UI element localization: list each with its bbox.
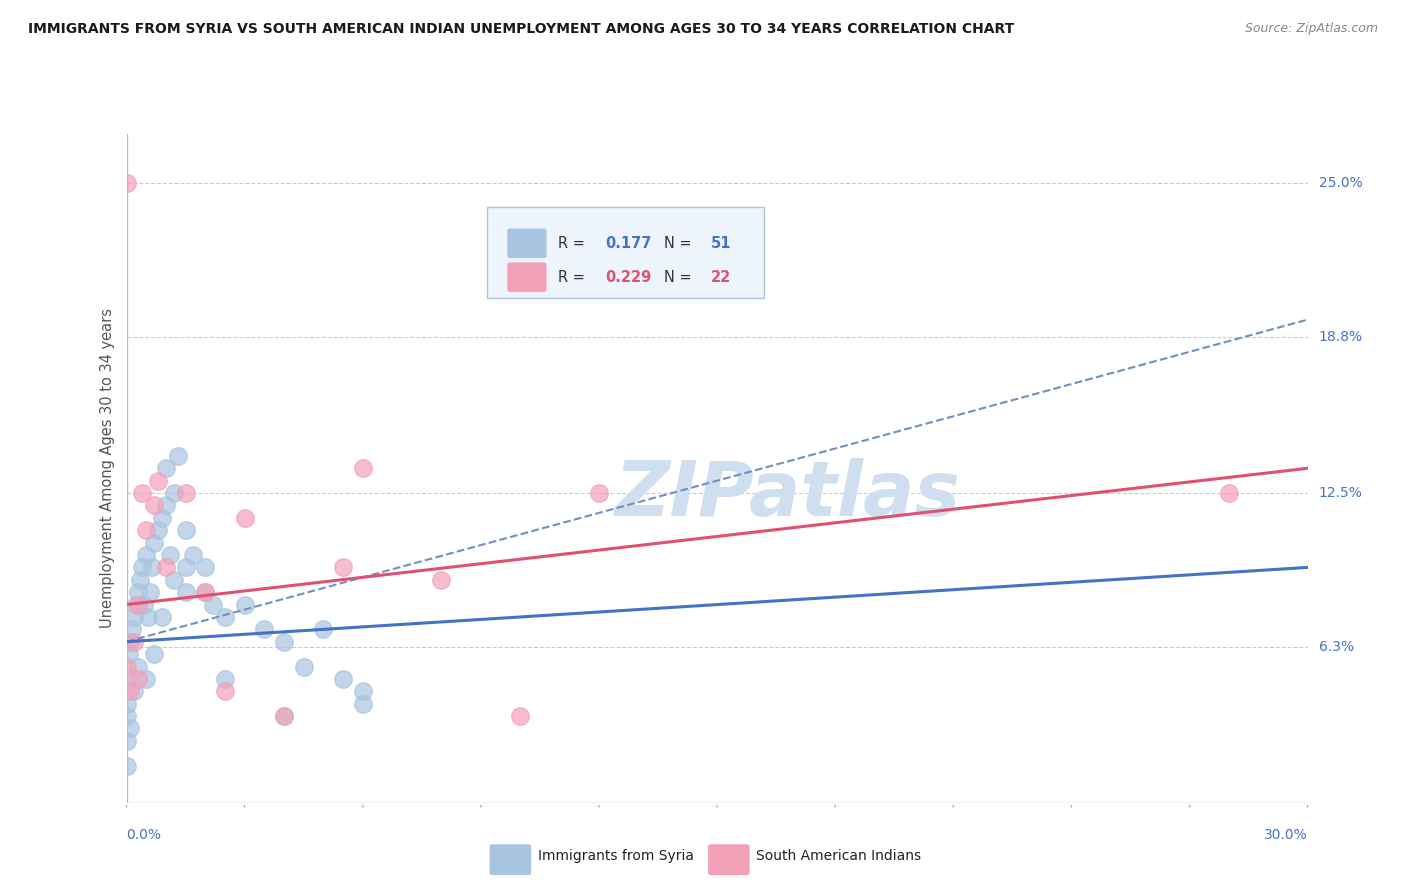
Point — [120, 684, 142, 698]
Point — [115, 672, 138, 686]
Text: 22: 22 — [711, 269, 731, 285]
Point — [115, 734, 138, 748]
Point — [117, 647, 139, 661]
Point — [134, 598, 156, 612]
Point — [1218, 486, 1240, 500]
FancyBboxPatch shape — [709, 845, 749, 874]
Point — [174, 486, 197, 500]
Point — [131, 486, 153, 500]
Point — [150, 511, 173, 525]
Point — [273, 709, 295, 723]
Point — [166, 449, 188, 463]
Text: Source: ZipAtlas.com: Source: ZipAtlas.com — [1244, 22, 1378, 36]
Text: 51: 51 — [711, 235, 731, 251]
Point — [194, 585, 217, 599]
Text: 25.0%: 25.0% — [1319, 177, 1362, 190]
Point — [115, 697, 138, 711]
FancyBboxPatch shape — [508, 263, 546, 291]
Point — [214, 672, 236, 686]
Point — [146, 523, 169, 537]
Point — [143, 535, 166, 549]
Point — [430, 573, 453, 587]
Point — [174, 523, 197, 537]
Text: R =: R = — [558, 235, 589, 251]
Text: 30.0%: 30.0% — [1264, 828, 1308, 842]
FancyBboxPatch shape — [508, 229, 546, 258]
Text: R =: R = — [558, 269, 589, 285]
Point — [115, 758, 138, 772]
Point — [214, 684, 236, 698]
Point — [124, 684, 146, 698]
Point — [292, 659, 315, 673]
Point — [127, 672, 149, 686]
Point — [174, 585, 197, 599]
Point — [115, 709, 138, 723]
FancyBboxPatch shape — [486, 208, 765, 298]
Point — [233, 598, 256, 612]
Point — [136, 610, 159, 624]
Point — [127, 659, 149, 673]
Point — [202, 598, 225, 612]
Point — [174, 560, 197, 574]
Point — [155, 499, 177, 513]
Point — [163, 486, 186, 500]
Point — [352, 697, 374, 711]
Point — [141, 560, 163, 574]
Point — [183, 548, 205, 562]
Point — [332, 560, 354, 574]
Text: 18.8%: 18.8% — [1319, 330, 1362, 344]
Text: IMMIGRANTS FROM SYRIA VS SOUTH AMERICAN INDIAN UNEMPLOYMENT AMONG AGES 30 TO 34 : IMMIGRANTS FROM SYRIA VS SOUTH AMERICAN … — [28, 22, 1014, 37]
Text: Immigrants from Syria: Immigrants from Syria — [537, 849, 693, 863]
Point — [150, 610, 173, 624]
Text: ZIPatlas: ZIPatlas — [614, 458, 960, 532]
Text: N =: N = — [664, 235, 696, 251]
Text: N =: N = — [664, 269, 696, 285]
Point — [146, 474, 169, 488]
Point — [588, 486, 610, 500]
Point — [135, 672, 157, 686]
Point — [312, 623, 335, 637]
Text: 0.177: 0.177 — [605, 235, 651, 251]
Point — [352, 461, 374, 475]
Point — [273, 634, 295, 648]
Point — [131, 560, 153, 574]
Point — [120, 722, 142, 736]
Text: South American Indians: South American Indians — [756, 849, 921, 863]
Point — [509, 709, 531, 723]
Point — [155, 461, 177, 475]
Point — [135, 548, 157, 562]
Point — [129, 573, 152, 587]
Point — [127, 585, 149, 599]
Point — [253, 623, 276, 637]
Point — [125, 598, 148, 612]
Point — [115, 177, 138, 191]
Point — [124, 634, 146, 648]
Text: 0.229: 0.229 — [605, 269, 651, 285]
Point — [194, 585, 217, 599]
Point — [127, 598, 149, 612]
Point — [143, 647, 166, 661]
Point — [332, 672, 354, 686]
Text: 6.3%: 6.3% — [1319, 640, 1354, 654]
Point — [352, 684, 374, 698]
Point — [155, 560, 177, 574]
Text: 12.5%: 12.5% — [1319, 486, 1362, 500]
Point — [135, 523, 157, 537]
Point — [120, 634, 142, 648]
Point — [194, 560, 217, 574]
Point — [273, 709, 295, 723]
Point — [124, 610, 146, 624]
Point — [159, 548, 181, 562]
Point — [163, 573, 186, 587]
Point — [233, 511, 256, 525]
Y-axis label: Unemployment Among Ages 30 to 34 years: Unemployment Among Ages 30 to 34 years — [100, 309, 115, 628]
Point — [139, 585, 162, 599]
Point — [121, 623, 143, 637]
Point — [115, 659, 138, 673]
Point — [214, 610, 236, 624]
Text: 0.0%: 0.0% — [127, 828, 162, 842]
FancyBboxPatch shape — [491, 845, 530, 874]
Point — [143, 499, 166, 513]
